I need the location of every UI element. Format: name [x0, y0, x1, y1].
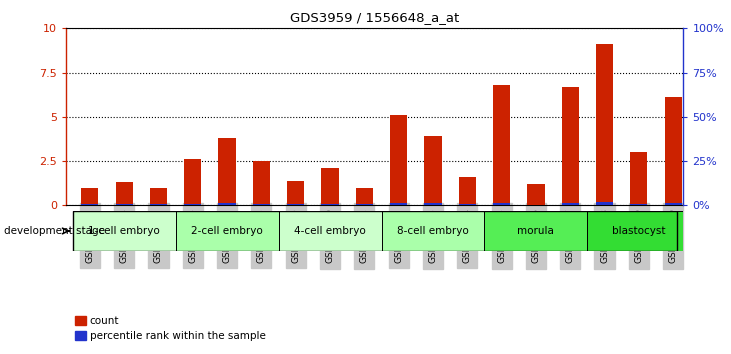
Bar [493, 85, 510, 205]
Bar [175, 211, 279, 251]
Bar [322, 204, 338, 205]
Bar [588, 211, 690, 251]
Title: GDS3959 / 1556648_a_at: GDS3959 / 1556648_a_at [290, 11, 459, 24]
Bar [390, 203, 407, 205]
Bar [493, 202, 510, 205]
Bar [561, 87, 579, 205]
Bar [115, 182, 133, 205]
Bar [287, 204, 304, 205]
Bar [390, 115, 407, 205]
Bar [287, 181, 304, 205]
Bar [81, 188, 99, 205]
Bar [253, 204, 270, 205]
Bar [382, 211, 485, 251]
Text: blastocyst: blastocyst [612, 226, 666, 236]
Bar [184, 204, 201, 205]
Bar [527, 184, 545, 205]
Bar [356, 188, 373, 205]
Bar [219, 203, 235, 205]
Text: 4-cell embryo: 4-cell embryo [294, 226, 366, 236]
Bar [485, 211, 588, 251]
Bar [664, 97, 682, 205]
Bar [279, 211, 382, 251]
Bar [664, 203, 682, 205]
Bar [150, 188, 167, 205]
Bar [630, 204, 648, 205]
Bar [115, 204, 133, 205]
Text: 8-cell embryo: 8-cell embryo [397, 226, 469, 236]
Text: 1-cell embryo: 1-cell embryo [88, 226, 160, 236]
Bar [219, 138, 235, 205]
Bar [630, 152, 648, 205]
Bar [596, 44, 613, 205]
Text: development stage: development stage [4, 226, 105, 236]
Bar [184, 159, 201, 205]
Legend: count, percentile rank within the sample: count, percentile rank within the sample [71, 312, 270, 345]
Bar [425, 136, 442, 205]
Text: 2-cell embryo: 2-cell embryo [192, 226, 263, 236]
Bar [72, 211, 175, 251]
Bar [561, 203, 579, 205]
Bar [596, 202, 613, 205]
Bar [322, 168, 338, 205]
Bar [253, 161, 270, 205]
Bar [459, 177, 476, 205]
Text: morula: morula [518, 226, 554, 236]
Bar [425, 203, 442, 205]
